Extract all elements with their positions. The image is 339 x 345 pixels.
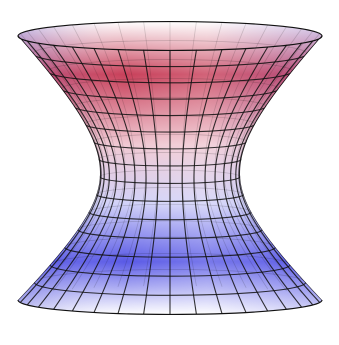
- mesh-meridian: [238, 37, 321, 304]
- mesh-meridian: [193, 49, 223, 315]
- mesh-meridian: [230, 42, 303, 308]
- mesh-meridian: [53, 44, 117, 310]
- mesh-meridian: [26, 40, 105, 306]
- mesh-meridian-back: [193, 22, 223, 287]
- top-rim: [17, 20, 323, 52]
- mesh-grid-lines: [18, 35, 322, 315]
- mesh-meridian: [235, 40, 314, 306]
- bottom-rim: [17, 299, 323, 316]
- mesh-meridian-back: [71, 24, 126, 290]
- mesh-meridian: [223, 44, 287, 310]
- mesh-parallel-back: [32, 40, 308, 54]
- mesh-meridian: [93, 47, 136, 314]
- mesh-meridian-back: [214, 24, 269, 290]
- mesh-meridian: [117, 49, 147, 315]
- mesh-meridian-back: [117, 22, 147, 287]
- mesh-meridian: [71, 46, 126, 312]
- mesh-meridian-back: [204, 23, 247, 288]
- mesh-meridian: [37, 42, 110, 308]
- mesh-meridian: [204, 47, 247, 314]
- mesh-meridian-back: [93, 23, 136, 288]
- mesh-meridian: [143, 49, 159, 315]
- mesh-meridian: [181, 49, 197, 315]
- mesh-meridian: [214, 46, 269, 312]
- hyperboloid-surface: [17, 20, 323, 316]
